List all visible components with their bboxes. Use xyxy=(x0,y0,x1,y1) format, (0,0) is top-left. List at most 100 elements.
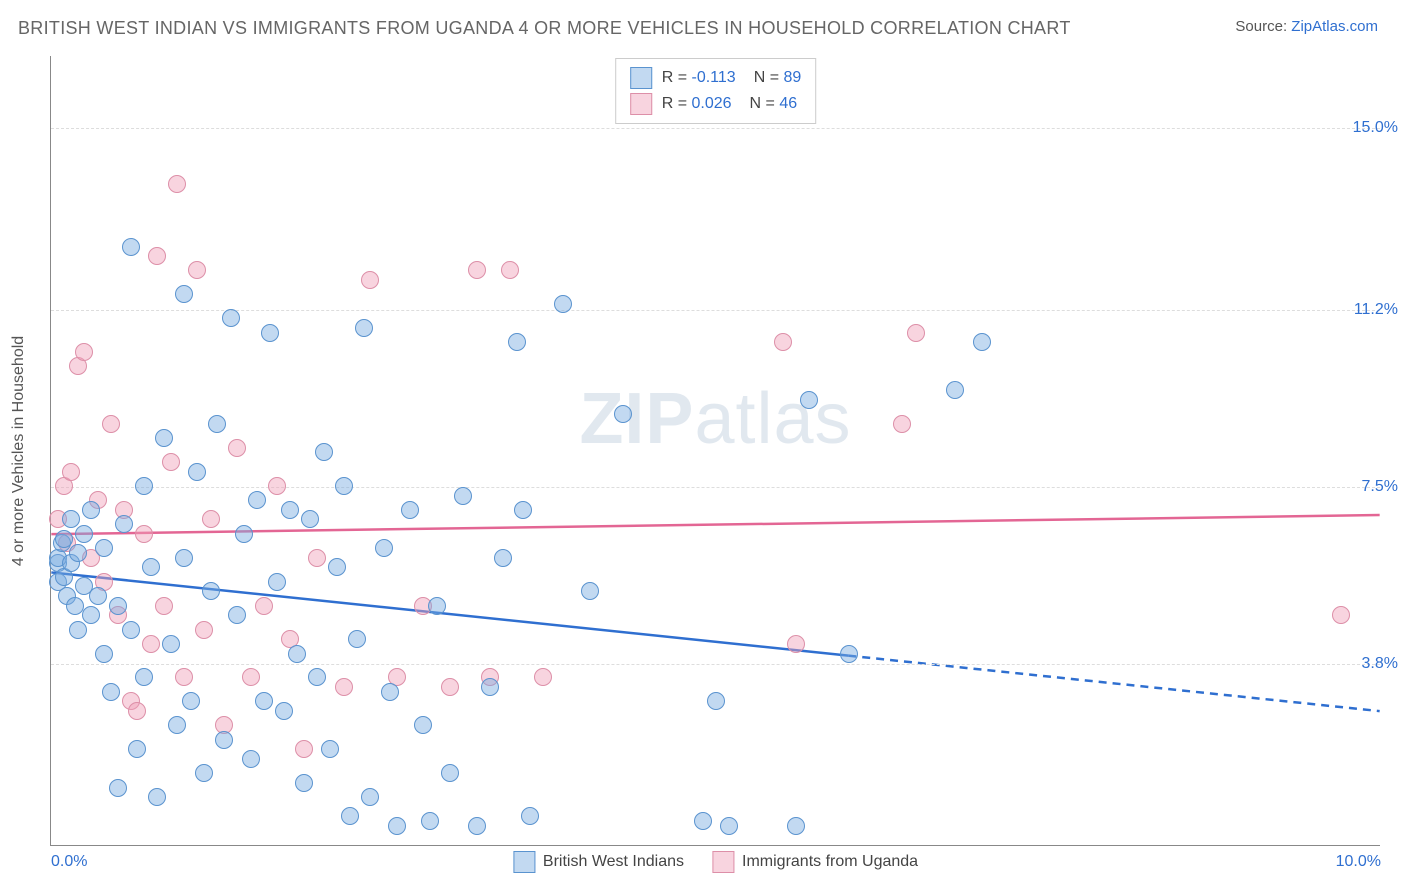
dot-series-b xyxy=(255,597,273,615)
gridline xyxy=(51,664,1380,665)
dot-series-b xyxy=(468,261,486,279)
dot-series-b xyxy=(202,510,220,528)
dot-series-a xyxy=(175,285,193,303)
dot-series-a xyxy=(694,812,712,830)
ytick-label: 3.8% xyxy=(1362,655,1398,673)
trend-lines-svg xyxy=(51,56,1380,845)
legend-stat-text: R = -0.113N = 89 xyxy=(662,69,802,87)
dot-series-a xyxy=(388,817,406,835)
dot-series-a xyxy=(321,740,339,758)
dot-series-b xyxy=(501,261,519,279)
dot-series-b xyxy=(787,635,805,653)
dot-series-b xyxy=(195,621,213,639)
dot-series-b xyxy=(155,597,173,615)
dot-series-a xyxy=(946,381,964,399)
dot-series-a xyxy=(554,295,572,313)
dot-series-a xyxy=(162,635,180,653)
dot-series-b xyxy=(148,247,166,265)
ytick-label: 7.5% xyxy=(1362,478,1398,496)
dot-series-b xyxy=(142,635,160,653)
dot-series-a xyxy=(288,645,306,663)
dot-series-a xyxy=(55,530,73,548)
dot-series-a xyxy=(155,429,173,447)
dot-series-a xyxy=(69,621,87,639)
dot-series-b xyxy=(893,415,911,433)
dot-series-a xyxy=(175,549,193,567)
dot-series-a xyxy=(787,817,805,835)
dot-series-a xyxy=(361,788,379,806)
dot-series-a xyxy=(208,415,226,433)
dot-series-a xyxy=(508,333,526,351)
dot-series-a xyxy=(281,501,299,519)
y-axis-label: 4 or more Vehicles in Household xyxy=(10,335,28,565)
xtick-label: 0.0% xyxy=(51,853,87,871)
dot-series-a xyxy=(301,510,319,528)
dot-series-a xyxy=(69,544,87,562)
gridline xyxy=(51,487,1380,488)
dot-series-a xyxy=(222,309,240,327)
dot-series-a xyxy=(381,683,399,701)
dot-series-a xyxy=(148,788,166,806)
dot-series-b xyxy=(75,343,93,361)
legend-swatch xyxy=(513,851,535,873)
dot-series-a xyxy=(195,764,213,782)
legend-swatch xyxy=(630,67,652,89)
source-prefix: Source: xyxy=(1235,18,1291,35)
dot-series-a xyxy=(614,405,632,423)
dot-series-a xyxy=(182,692,200,710)
header-row: BRITISH WEST INDIAN VS IMMIGRANTS FROM U… xyxy=(0,0,1406,45)
dot-series-a xyxy=(335,477,353,495)
dot-series-a xyxy=(122,621,140,639)
dot-series-a xyxy=(441,764,459,782)
dot-series-a xyxy=(248,491,266,509)
dot-series-a xyxy=(268,573,286,591)
legend-swatch xyxy=(630,93,652,115)
dot-series-a xyxy=(109,779,127,797)
dot-series-b xyxy=(295,740,313,758)
dot-series-a xyxy=(215,731,233,749)
legend-bottom-item: British West Indians xyxy=(513,851,684,873)
dot-series-a xyxy=(428,597,446,615)
source-link[interactable]: ZipAtlas.com xyxy=(1291,18,1378,35)
chart-container: 4 or more Vehicles in Household ZIPatlas… xyxy=(50,56,1380,846)
dot-series-a xyxy=(840,645,858,663)
dot-series-a xyxy=(135,477,153,495)
dot-series-a xyxy=(468,817,486,835)
dot-series-a xyxy=(228,606,246,624)
dot-series-a xyxy=(89,587,107,605)
dot-series-a xyxy=(95,539,113,557)
source-label: Source: ZipAtlas.com xyxy=(1235,18,1378,35)
dot-series-a xyxy=(122,238,140,256)
dot-series-b xyxy=(102,415,120,433)
dot-series-a xyxy=(481,678,499,696)
gridline xyxy=(51,128,1380,129)
legend-top-row: R = 0.026N = 46 xyxy=(630,91,802,117)
chart-title: BRITISH WEST INDIAN VS IMMIGRANTS FROM U… xyxy=(18,18,1071,39)
dot-series-a xyxy=(375,539,393,557)
dot-series-a xyxy=(421,812,439,830)
legend-stat-text: R = 0.026N = 46 xyxy=(662,95,797,113)
dot-series-b xyxy=(168,175,186,193)
dot-series-a xyxy=(295,774,313,792)
legend-bottom-item: Immigrants from Uganda xyxy=(712,851,918,873)
dot-series-a xyxy=(75,525,93,543)
dot-series-b xyxy=(268,477,286,495)
dot-series-a xyxy=(255,692,273,710)
dot-series-a xyxy=(82,501,100,519)
dot-series-a xyxy=(315,443,333,461)
dot-series-a xyxy=(168,716,186,734)
dot-series-a xyxy=(521,807,539,825)
ytick-label: 15.0% xyxy=(1353,119,1398,137)
dot-series-a xyxy=(242,750,260,768)
legend-top-row: R = -0.113N = 89 xyxy=(630,65,802,91)
dot-series-b xyxy=(162,453,180,471)
dot-series-a xyxy=(275,702,293,720)
dot-series-a xyxy=(102,683,120,701)
xtick-label: 10.0% xyxy=(1336,853,1381,871)
dot-series-b xyxy=(188,261,206,279)
dot-series-a xyxy=(973,333,991,351)
dot-series-a xyxy=(720,817,738,835)
dot-series-b xyxy=(774,333,792,351)
dot-series-a xyxy=(707,692,725,710)
dot-series-a xyxy=(128,740,146,758)
